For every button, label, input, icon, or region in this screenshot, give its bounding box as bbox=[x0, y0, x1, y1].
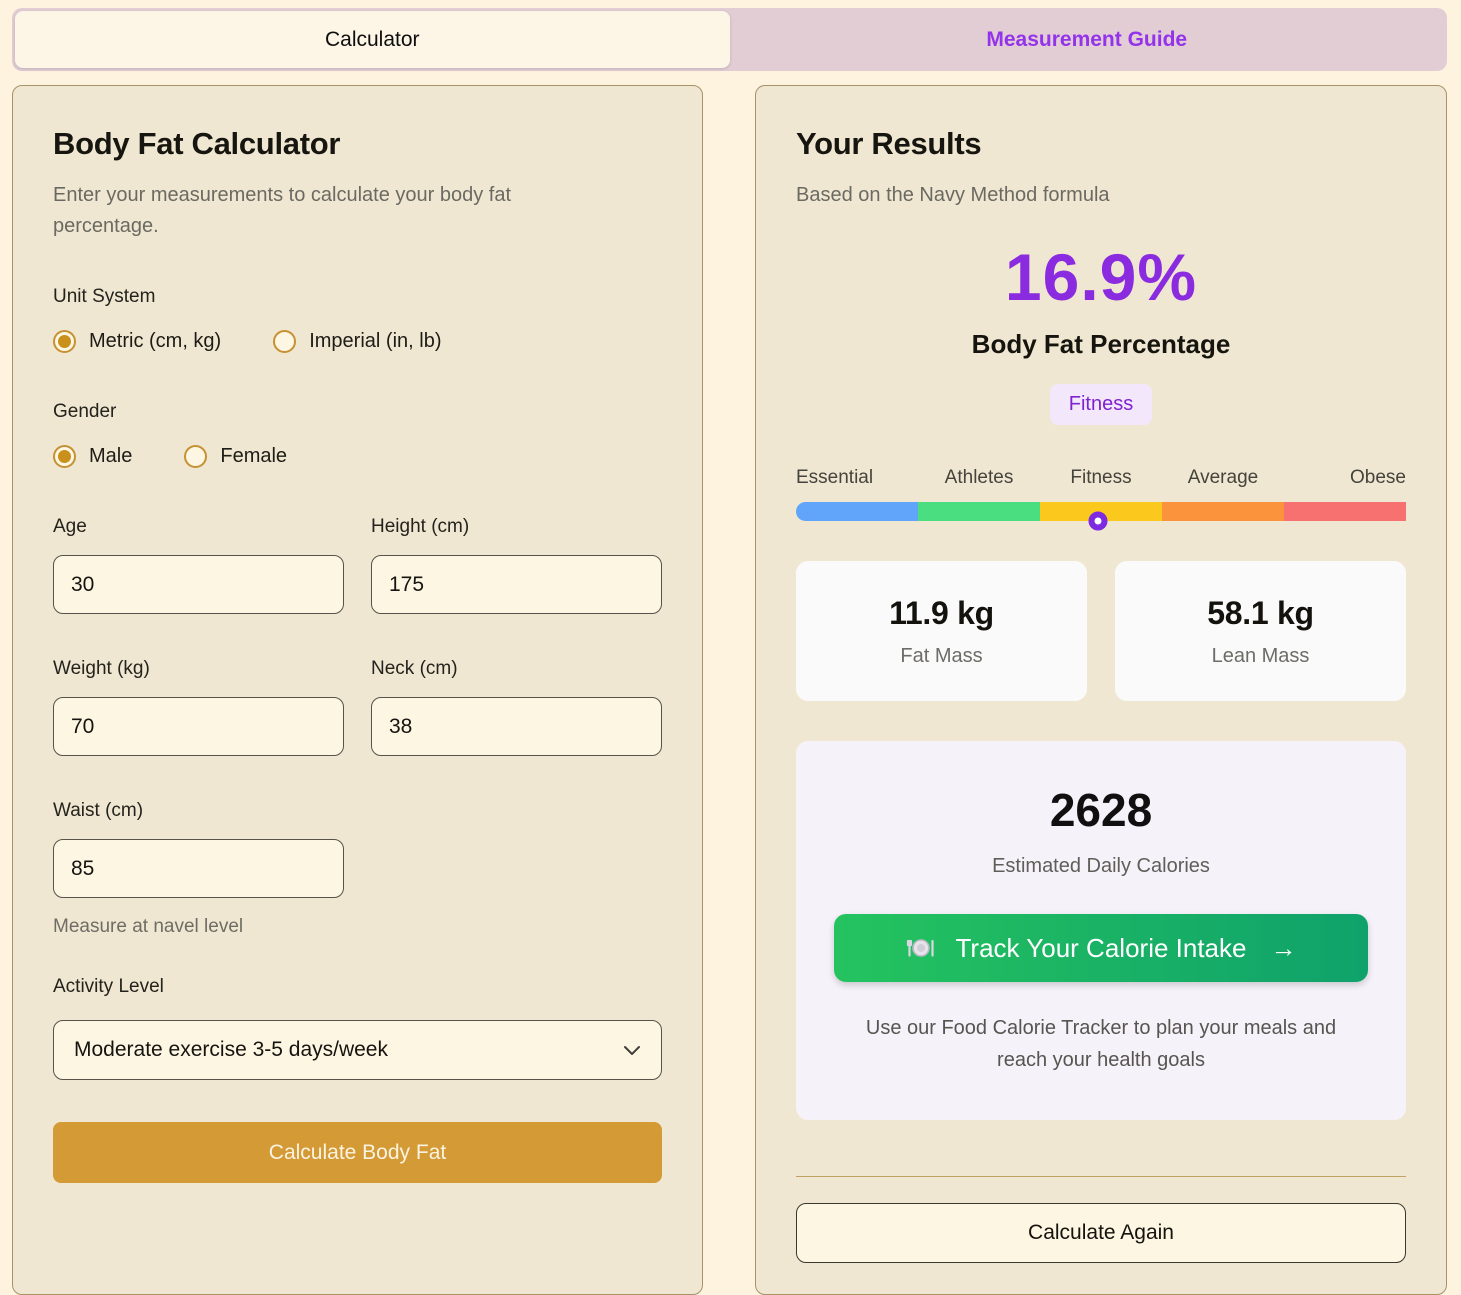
radio-male[interactable]: Male bbox=[53, 445, 132, 468]
scale-label-athletes: Athletes bbox=[944, 467, 1014, 488]
weight-label: Weight (kg) bbox=[53, 658, 150, 679]
radio-metric[interactable]: Metric (cm, kg) bbox=[53, 330, 221, 353]
chevron-down-icon bbox=[624, 1045, 640, 1055]
scale-label-obese: Obese bbox=[1350, 467, 1406, 488]
radio-circle-icon bbox=[53, 330, 76, 353]
calories-card: 2628 Estimated Daily Calories Track Your… bbox=[796, 741, 1406, 1120]
calories-caption: Use our Food Calorie Tracker to plan you… bbox=[865, 1017, 1337, 1071]
track-calorie-intake-label: Track Your Calorie Intake bbox=[955, 932, 1247, 963]
lean-mass-value: 58.1 kg bbox=[1207, 594, 1314, 631]
weight-input[interactable] bbox=[53, 697, 344, 756]
tab-calculator[interactable]: Calculator bbox=[15, 11, 730, 68]
scale-segment-athletes bbox=[918, 502, 1040, 521]
plate-cutlery-icon bbox=[906, 939, 934, 957]
body-fat-percentage-label: Body Fat Percentage bbox=[971, 329, 1231, 359]
gender-label: Gender bbox=[53, 401, 117, 422]
body-fat-scale-bar bbox=[796, 502, 1406, 531]
height-input[interactable] bbox=[371, 555, 662, 614]
radio-circle-icon bbox=[184, 445, 208, 468]
daily-calories-label: Estimated Daily Calories bbox=[992, 855, 1210, 877]
category-badge: Fitness bbox=[1049, 384, 1153, 425]
results-subtitle: Based on the Navy Method formula bbox=[796, 184, 1110, 206]
tab-bar: Calculator Measurement Guide bbox=[12, 8, 1447, 71]
radio-metric-label: Metric (cm, kg) bbox=[89, 330, 222, 352]
body-fat-percentage-value: 16.9% bbox=[1004, 240, 1198, 314]
fat-mass-label: Fat Mass bbox=[900, 644, 983, 667]
unit-system-group: Metric (cm, kg) Imperial (in, lb) bbox=[53, 330, 662, 353]
gender-group: Male Female bbox=[53, 445, 662, 468]
daily-calories-value: 2628 bbox=[1049, 784, 1153, 836]
scale-marker bbox=[1088, 511, 1108, 531]
neck-label: Neck (cm) bbox=[371, 658, 458, 679]
scale-segment-obese bbox=[1284, 502, 1406, 521]
neck-input[interactable] bbox=[371, 697, 662, 756]
calculator-subtitle: Enter your measurements to calculate you… bbox=[53, 184, 512, 237]
activity-level-select[interactable]: Moderate exercise 3-5 days/week bbox=[53, 1020, 662, 1080]
results-title: Your Results bbox=[796, 126, 982, 161]
calculate-again-button[interactable]: Calculate Again bbox=[796, 1203, 1406, 1263]
scale-segment-average bbox=[1162, 502, 1284, 521]
scale-label-essential: Essential bbox=[796, 467, 874, 488]
height-label: Height (cm) bbox=[371, 516, 470, 537]
arrow-right-icon: → bbox=[1270, 932, 1297, 963]
waist-hint: Measure at navel level bbox=[53, 916, 244, 937]
calculator-panel: Body Fat Calculator Enter your measureme… bbox=[12, 85, 703, 1295]
results-panel: Your Results Based on the Navy Method fo… bbox=[755, 85, 1447, 1295]
calculate-body-fat-button[interactable]: Calculate Body Fat bbox=[53, 1122, 662, 1183]
lean-mass-label: Lean Mass bbox=[1211, 644, 1310, 667]
scale-labels: Essential Athletes Fitness Average Obese bbox=[796, 467, 1406, 489]
age-label: Age bbox=[53, 516, 87, 537]
radio-imperial-label: Imperial (in, lb) bbox=[309, 330, 442, 352]
scale-label-fitness: Fitness bbox=[1070, 467, 1132, 488]
scale-segment-essential bbox=[796, 502, 918, 521]
activity-level-value: Moderate exercise 3-5 days/week bbox=[74, 1038, 388, 1061]
age-input[interactable] bbox=[53, 555, 344, 614]
fat-mass-value: 11.9 kg bbox=[889, 594, 994, 631]
radio-female-label: Female bbox=[220, 445, 288, 467]
radio-female[interactable]: Female bbox=[184, 445, 287, 468]
radio-male-label: Male bbox=[89, 445, 133, 467]
track-calorie-intake-button[interactable]: Track Your Calorie Intake → bbox=[834, 914, 1368, 982]
scale-label-average: Average bbox=[1187, 467, 1259, 488]
fat-mass-card: 11.9 kg Fat Mass bbox=[796, 561, 1087, 701]
radio-imperial[interactable]: Imperial (in, lb) bbox=[273, 330, 441, 353]
lean-mass-card: 58.1 kg Lean Mass bbox=[1115, 561, 1406, 701]
calculator-title: Body Fat Calculator bbox=[53, 126, 341, 161]
radio-circle-icon bbox=[273, 330, 297, 353]
waist-label: Waist (cm) bbox=[53, 800, 144, 821]
unit-system-label: Unit System bbox=[53, 286, 156, 307]
divider bbox=[796, 1176, 1406, 1177]
waist-input[interactable] bbox=[53, 839, 344, 898]
activity-level-label: Activity Level bbox=[53, 976, 164, 997]
radio-circle-icon bbox=[53, 445, 76, 468]
main-content: Body Fat Calculator Enter your measureme… bbox=[0, 85, 1461, 1295]
tab-measurement-guide[interactable]: Measurement Guide bbox=[986, 27, 1188, 51]
